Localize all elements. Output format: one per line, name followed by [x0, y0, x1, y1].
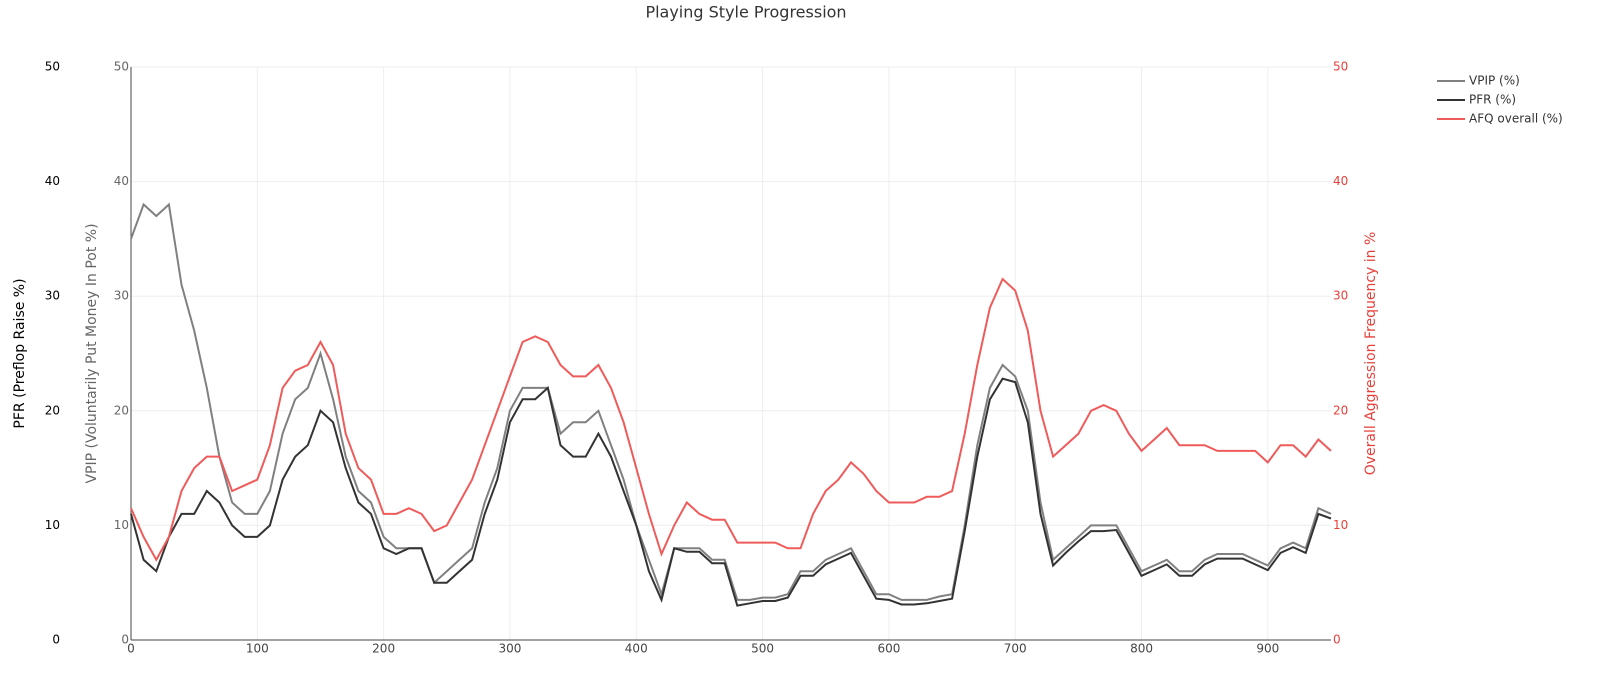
y-tick-label: 0 — [121, 633, 129, 647]
y-tick-label: 0 — [1333, 633, 1341, 647]
axis-title: VPIP (Voluntarily Put Money In Pot %) — [84, 223, 100, 483]
x-tick-label: 300 — [498, 642, 521, 656]
x-tick-label: 800 — [1130, 642, 1153, 656]
y-tick-label: 50 — [45, 60, 60, 74]
y-tick-label: 50 — [1333, 60, 1348, 74]
y-tick-label: 10 — [114, 518, 129, 532]
y-tick-label: 30 — [114, 289, 129, 303]
y-tick-label: 40 — [1333, 174, 1348, 188]
y-tick-label: 40 — [114, 174, 129, 188]
axis-title: PFR (Preflop Raise %) — [12, 278, 28, 428]
legend-label: VPIP (%) — [1469, 74, 1520, 88]
x-tick-label: 0 — [127, 642, 135, 656]
y-tick-label: 20 — [114, 403, 129, 417]
axis-title: Overall Aggression Frequency in % — [1363, 232, 1379, 476]
y-tick-label: 30 — [1333, 289, 1348, 303]
x-tick-label: 400 — [625, 642, 648, 656]
x-tick-label: 500 — [751, 642, 774, 656]
x-tick-label: 600 — [877, 642, 900, 656]
y-tick-label: 10 — [45, 518, 60, 532]
y-tick-label: 50 — [114, 60, 129, 74]
x-tick-label: 100 — [246, 642, 269, 656]
y-tick-label: 30 — [45, 289, 60, 303]
series-line — [130, 277, 1332, 562]
series-line — [130, 377, 1332, 607]
y-tick-label: 20 — [45, 403, 60, 417]
series-line — [130, 202, 1332, 601]
legend-label: AFQ overall (%) — [1469, 112, 1563, 126]
x-tick-label: 200 — [372, 642, 395, 656]
chart-title: Playing Style Progression — [645, 3, 846, 22]
x-tick-label: 900 — [1256, 642, 1279, 656]
x-tick-label: 700 — [1004, 642, 1027, 656]
y-tick-label: 0 — [52, 633, 60, 647]
y-tick-label: 10 — [1333, 518, 1348, 532]
y-tick-label: 20 — [1333, 403, 1348, 417]
legend-label: PFR (%) — [1469, 93, 1516, 107]
y-tick-label: 40 — [45, 174, 60, 188]
